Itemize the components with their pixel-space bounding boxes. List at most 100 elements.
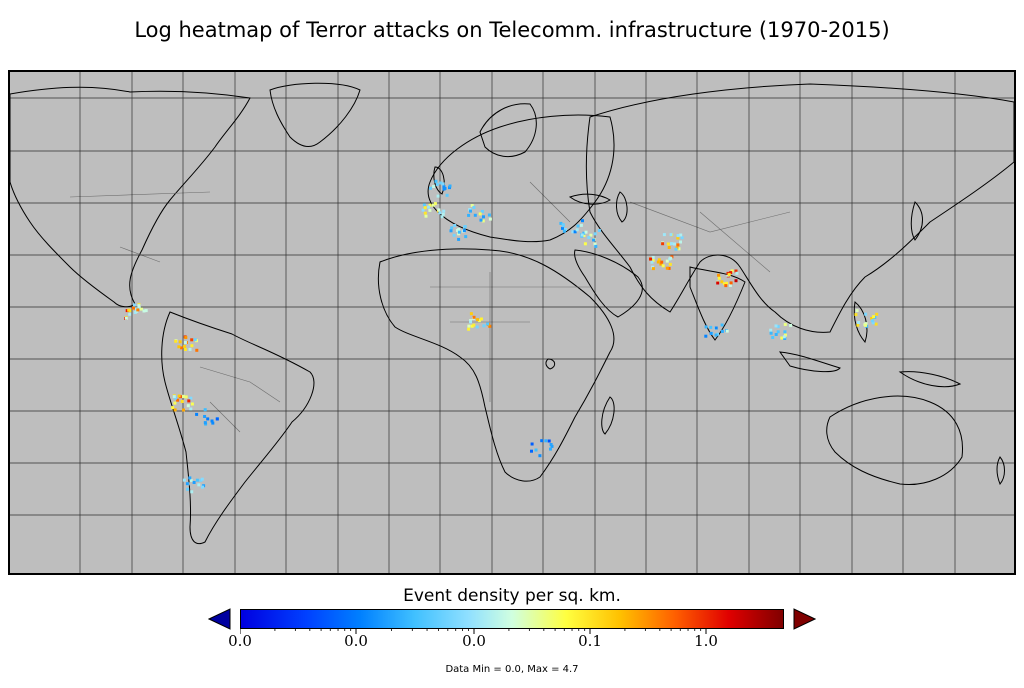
heatmap-cell	[190, 344, 194, 348]
heatmap-cell	[530, 442, 534, 446]
heatmap-cell	[428, 203, 432, 207]
heatmap-cell	[469, 320, 472, 324]
heatmap-cell	[665, 266, 669, 270]
heatmap-cell	[864, 322, 868, 326]
heatmap-cell	[709, 325, 713, 329]
colorbar-tick-label: 1.0	[694, 632, 718, 650]
heatmap-cell	[132, 306, 135, 310]
heatmap-cell	[789, 323, 793, 327]
country-borders	[69, 181, 791, 433]
heatmap-cell	[576, 224, 580, 228]
heatmap-cell	[481, 219, 485, 223]
heatmap-cell	[449, 229, 453, 233]
heatmap-cell	[482, 324, 486, 328]
heatmap-cell	[441, 182, 445, 186]
heatmap-cell	[172, 395, 176, 399]
heatmap-cell	[547, 439, 551, 443]
heatmap-cell	[442, 185, 446, 189]
heatmap-cell	[469, 312, 473, 316]
heatmap-cell	[179, 346, 183, 350]
coastlines	[10, 82, 1014, 545]
heatmap-cell	[667, 266, 671, 270]
heatmap-cell	[676, 234, 680, 238]
heatmap-cell	[124, 316, 128, 320]
heatmap-cell	[665, 259, 669, 263]
heatmap-cell	[424, 214, 428, 218]
colorbar-over-arrow	[793, 608, 816, 630]
heatmap-cell	[730, 269, 734, 273]
heatmap-cell	[854, 313, 858, 317]
heatmap-cell	[676, 236, 680, 240]
heatmap-cell	[479, 218, 483, 222]
heatmap-cell	[470, 324, 474, 328]
heatmap-cell	[182, 408, 185, 412]
heatmap-cell	[488, 324, 492, 328]
heatmap-cell	[128, 312, 132, 316]
heatmap-cell	[450, 226, 454, 230]
heatmap-cell	[203, 421, 207, 425]
colorbar	[240, 609, 784, 629]
heatmap-cell	[727, 273, 731, 277]
heatmap-cell	[193, 338, 197, 342]
heatmap-cell	[714, 333, 718, 337]
heatmap-cell	[530, 449, 533, 453]
heatmap-cell	[475, 325, 479, 329]
heatmap-cell	[200, 477, 204, 481]
heatmap-cell	[774, 324, 778, 328]
heatmap-cell	[457, 237, 461, 241]
heatmap-cell	[434, 179, 438, 183]
heatmap-cell	[457, 232, 461, 236]
heatmap-cell	[716, 281, 720, 285]
heatmap-cell	[661, 242, 665, 246]
heatmap-cell	[561, 226, 564, 230]
heatmap-cell	[177, 345, 181, 349]
heatmap-cell	[184, 348, 187, 351]
heatmap-cell	[174, 339, 178, 343]
heatmap-cell	[188, 476, 192, 480]
heatmap-cell	[720, 280, 724, 284]
heatmap-cell	[575, 228, 579, 232]
heatmap-cell	[178, 340, 182, 344]
heatmap-cell	[875, 312, 879, 316]
data-range-note: Data Min = 0.0, Max = 4.7	[445, 664, 579, 675]
colorbar-label: Event density per sq. km.	[403, 586, 621, 606]
heatmap-cell	[871, 321, 875, 325]
heatmap-cell	[593, 242, 597, 246]
heatmap-cell	[584, 230, 588, 234]
heatmap-cell	[442, 209, 446, 213]
heatmap-cell	[679, 240, 682, 244]
heatmap-cell	[571, 230, 575, 234]
heatmap-cell	[206, 417, 210, 421]
heatmap-cell	[704, 325, 708, 329]
heatmap-cell	[173, 408, 177, 412]
heatmap-cell	[728, 283, 732, 287]
colorbar-tick-label: 0.1	[578, 632, 602, 650]
heatmap-cell	[436, 194, 440, 198]
heatmap-cell	[661, 264, 665, 268]
heatmap-cell	[870, 316, 874, 320]
heatmap-cell	[473, 213, 477, 217]
heatmap-cell	[544, 439, 548, 443]
heatmap-cell	[864, 323, 868, 327]
heatmap-cell	[469, 209, 472, 213]
heatmap-cell	[472, 206, 476, 209]
heatmap-cell	[720, 329, 724, 333]
heatmap-cell	[649, 257, 653, 261]
heatmap-cell	[132, 303, 136, 307]
heatmap-cell	[550, 444, 554, 448]
heatmap-cell	[780, 336, 784, 340]
heatmap-cell	[443, 186, 447, 190]
heatmap-cell	[457, 228, 461, 231]
heatmap-cell	[441, 212, 445, 216]
heatmap-cell	[428, 208, 432, 212]
heatmap-cell	[448, 184, 452, 188]
heatmap-cell	[144, 309, 148, 313]
heatmap-cell	[594, 244, 598, 248]
heatmap-cell	[782, 335, 786, 339]
heatmap-cell	[856, 323, 860, 327]
heatmap-cell	[195, 478, 199, 482]
heatmap-cell	[480, 209, 484, 213]
heatmap-cell	[589, 233, 593, 237]
heatmap-cell	[549, 443, 553, 446]
heatmap-cell	[432, 185, 436, 188]
